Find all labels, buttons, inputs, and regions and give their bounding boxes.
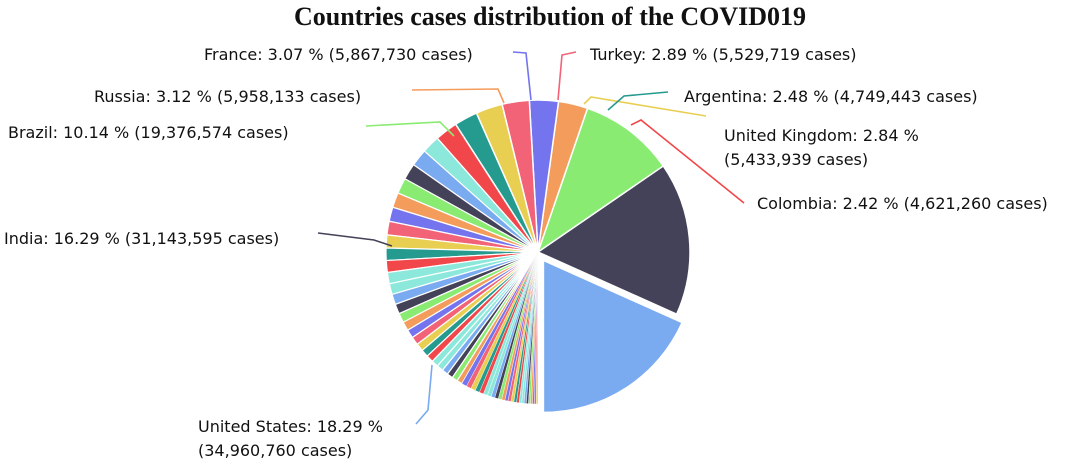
slice-labels: United States: 18.29 % (34,960,760 cases)…	[4, 45, 1048, 460]
pie-slice-other[interactable]	[536, 251, 539, 405]
pie-slices	[385, 99, 691, 414]
slice-label-colombia: Colombia: 2.42 % (4,621,260 cases)	[757, 194, 1048, 213]
slice-label-united-kingdom: (5,433,939 cases)	[724, 150, 868, 169]
slice-label-russia: Russia: 3.12 % (5,958,133 cases)	[94, 87, 361, 106]
leader-line-brazil	[365, 121, 455, 137]
slice-label-turkey: Turkey: 2.89 % (5,529,719 cases)	[589, 45, 857, 64]
leader-line-russia	[411, 88, 505, 104]
pie-slice-india[interactable]	[536, 164, 691, 316]
chart-title: Countries cases distribution of the COVI…	[293, 2, 807, 31]
leader-lines	[317, 51, 745, 425]
slice-label-india: India: 16.29 % (31,143,595 cases)	[4, 229, 279, 248]
leader-line-united-kingdom	[583, 96, 707, 117]
slice-label-united-states: United States: 18.29 %	[198, 417, 383, 436]
leader-line-turkey	[557, 51, 577, 101]
slice-label-united-states: (34,960,760 cases)	[198, 441, 352, 460]
slice-label-brazil: Brazil: 10.14 % (19,376,574 cases)	[8, 123, 289, 142]
leader-line-colombia	[630, 119, 745, 204]
leader-line-argentina	[607, 91, 669, 111]
slice-label-united-kingdom: United Kingdom: 2.84 %	[724, 126, 919, 145]
pie-slice-brazil[interactable]	[536, 107, 665, 254]
slice-label-argentina: Argentina: 2.48 % (4,749,443 cases)	[684, 87, 978, 106]
leader-line-france	[512, 51, 532, 101]
pie-slice-united-states[interactable]	[542, 259, 684, 414]
slice-label-france: France: 3.07 % (5,867,730 cases)	[204, 45, 473, 64]
leader-line-india	[317, 232, 393, 247]
leader-line-united-states	[415, 364, 433, 425]
